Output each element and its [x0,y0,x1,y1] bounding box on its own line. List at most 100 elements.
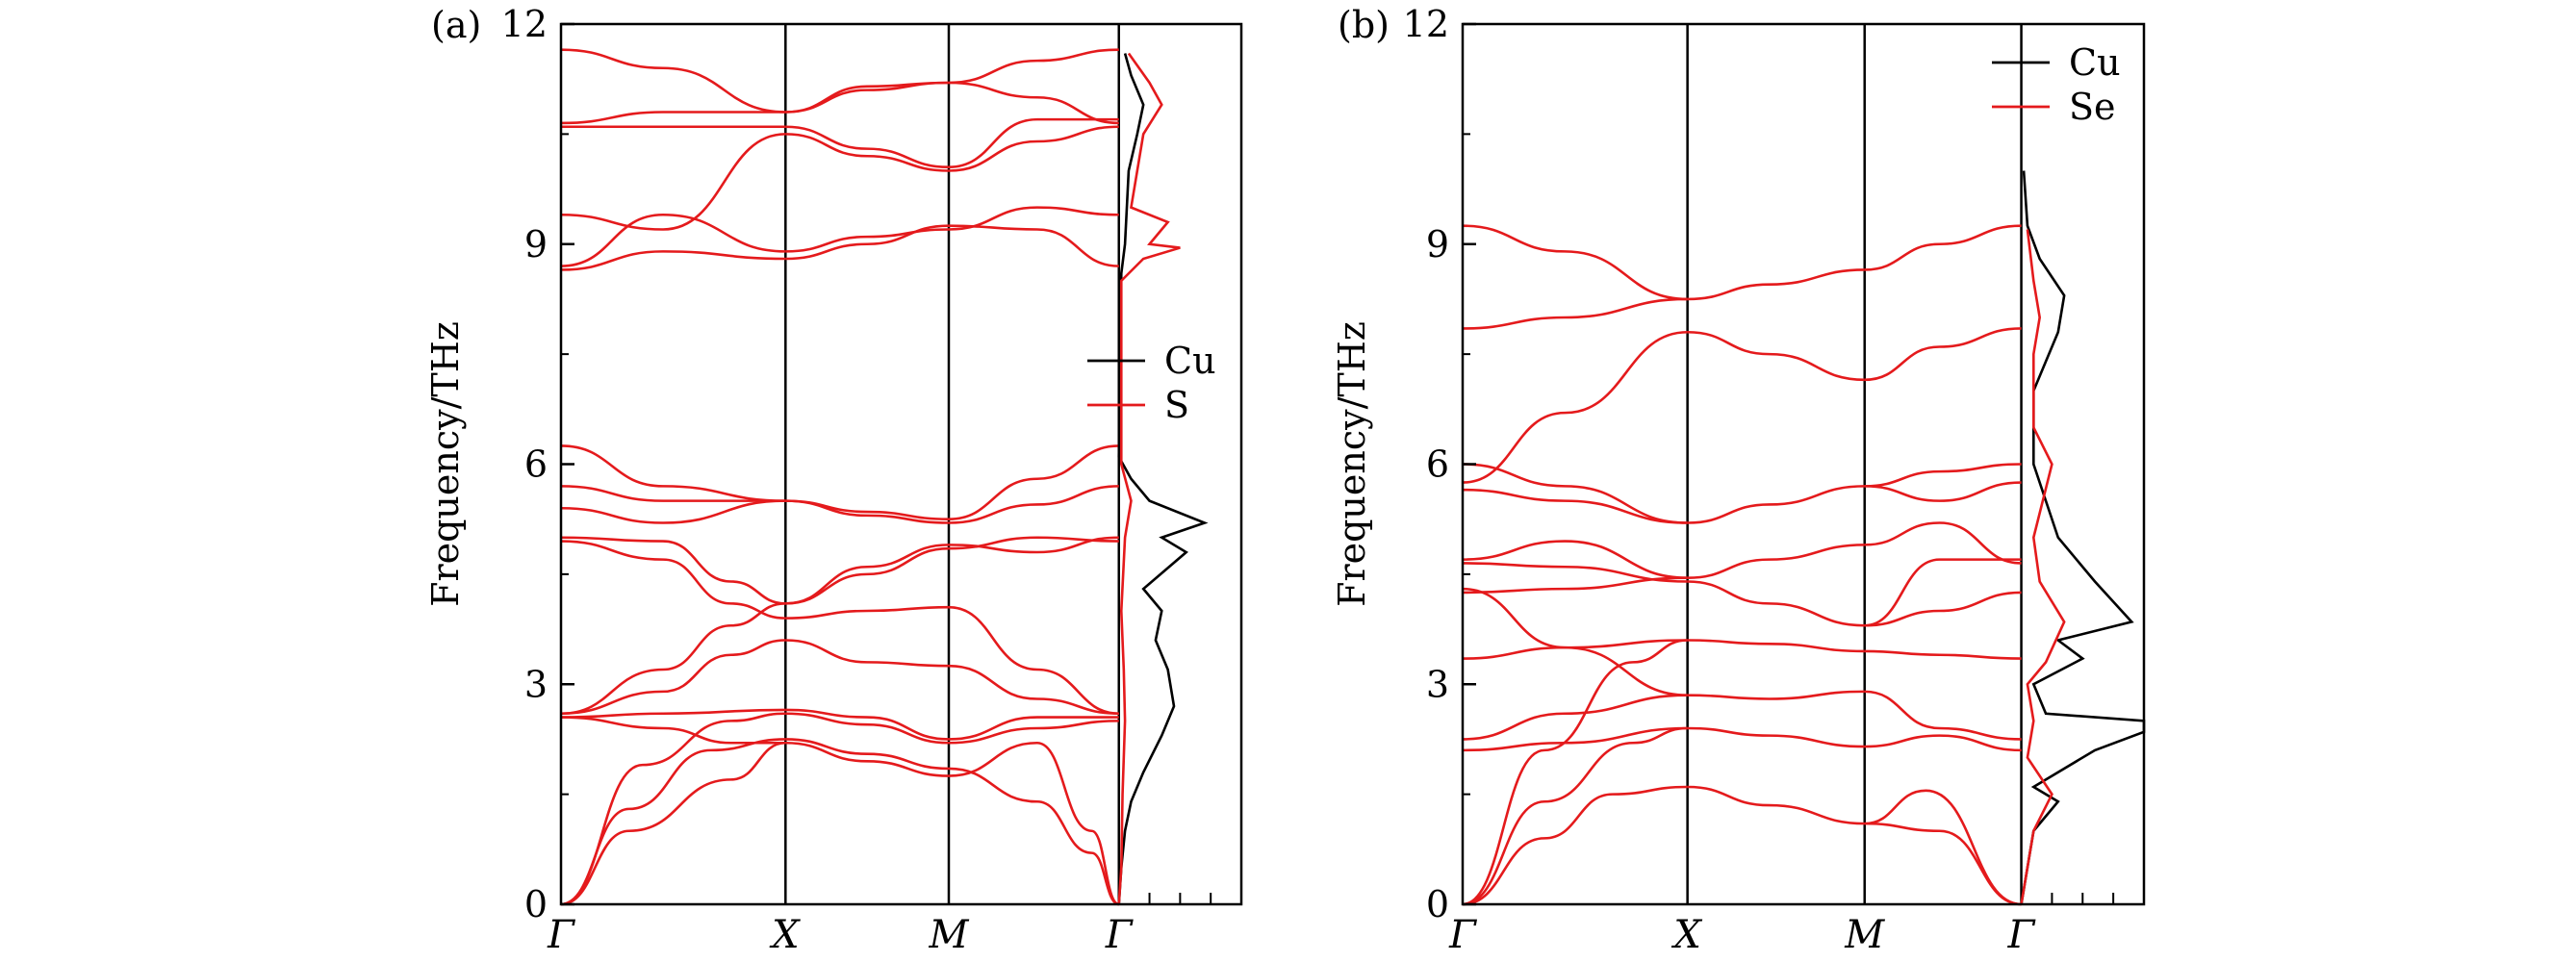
phonon-band-25 [948,716,1119,741]
k-label: Γ [1448,913,1477,957]
phonon-band-33 [1864,463,2022,488]
plot-frame [1461,22,2146,906]
phonon-band-12 [1462,463,1688,524]
phonon-band-43 [785,81,949,114]
y-tick-label: 12 [1403,3,1449,45]
phonon-band-12 [785,741,949,777]
phonon-band-23 [948,767,1120,906]
phonon-band-17 [1687,690,1865,700]
phonon-band-8 [560,536,786,605]
phonon-band-31 [948,444,1119,520]
phonon-band-32 [560,250,786,271]
dos-s-line [1117,52,1181,905]
phonon-band-2 [1462,639,1688,906]
y-tick-label: 3 [524,663,548,705]
phonon-band-24 [948,720,1119,745]
panel-a: 0 3 6 9 12 Γ X M Γ Frequency/THz (a) CuS [424,3,1243,957]
phonon-band-14 [785,712,949,745]
phonon-band-45 [948,206,1119,231]
legend-label-cu: Cu [2069,41,2121,84]
phonon-band-26 [948,664,1119,716]
dos-cu-line [2020,170,2146,905]
phonon-band-36 [560,111,786,125]
k-label: X [1671,913,1702,957]
y-tick-label: 9 [524,223,548,266]
panel-label: (b) [1338,4,1390,46]
phonon-band-1 [1462,726,1688,906]
y-tick-label: 6 [1426,443,1449,486]
phonon-band-33 [560,213,786,267]
phonon-band-47 [948,117,1119,168]
y-tick-label: 12 [501,3,548,45]
phonon-band-9 [560,499,786,524]
phonon-band-18 [785,546,949,605]
legend-label-s: S [1164,384,1189,426]
phonon-band-10 [1462,488,1688,524]
phonon-band-41 [785,125,949,168]
k-label: Γ [2007,913,2036,957]
phonon-band-29 [1864,591,2022,627]
phonon-band-2 [560,712,786,906]
phonon-band-25 [1864,789,2022,906]
phonon-band-10 [560,485,786,502]
phonon-band-44 [948,224,1119,267]
phonon-band-20 [1687,580,1865,627]
phonon-band-30 [1864,558,2022,627]
phonon-band-4 [1462,694,1688,741]
k-label: Γ [1105,913,1134,957]
phonon-band-16 [1687,726,1865,748]
legend-label-cu: Cu [1164,340,1216,382]
phonon-band-11 [560,444,786,502]
phonon-band-28 [1864,649,2022,660]
phonon-band-0 [560,741,786,906]
legend-label-se: Se [2069,86,2116,128]
phonon-band-19 [1687,544,1865,579]
phonon-band-40 [785,133,949,172]
phonon-band-37 [560,48,786,114]
phonon-band-21 [1687,485,1865,524]
phonon-band-6 [560,602,786,716]
phonon-band-9 [1462,540,1688,579]
phonon-band-17 [785,605,949,620]
phonon-band-48 [948,81,1119,125]
phonon-band-27 [948,605,1119,716]
phonon-band-14 [1462,224,1688,301]
y-axis-label: Frequency/THz [1331,321,1373,607]
phonon-band-13 [1462,297,1688,330]
y-tick-label: 9 [1426,223,1449,266]
phonon-band-4 [560,716,786,745]
phonon-band-27 [1864,690,2022,741]
phonon-band-7 [560,540,786,620]
y-tick-label: 0 [1426,883,1449,925]
y-axis-label: Frequency/THz [424,321,467,607]
phonon-band-11 [1462,330,1688,484]
phonon-band-0 [1462,785,1688,906]
phonon-band-31 [1864,521,2022,565]
phonon-band-15 [785,708,949,741]
phonon-band-30 [948,485,1119,524]
phonon-band-29 [948,536,1119,554]
phonon-band-3 [560,708,786,719]
phonon-band-18 [1687,639,1865,653]
phonon-band-1 [560,738,786,906]
phonon-band-3 [1462,726,1688,752]
phonon-band-13 [785,738,949,771]
phonon-band-16 [785,639,949,668]
phonon-band-23 [1687,268,1865,301]
phonon-band-38 [785,224,949,261]
phonon-band-39 [785,228,949,253]
phonon-band-35 [1864,224,2022,271]
dos-cu-line [1117,53,1209,905]
phonon-band-26 [1864,734,2022,752]
y-tick-label: 6 [524,443,548,486]
phonon-band-8 [1462,562,1688,583]
phonon-band-46 [948,125,1119,172]
k-label: X [769,913,801,957]
phonon-band-6 [1462,576,1688,595]
dos-se-line [2020,229,2066,905]
phonon-band-15 [1687,785,1865,825]
phonon-band-19 [785,544,949,605]
y-tick-label: 0 [524,883,548,925]
phonon-band-22 [1687,330,1865,382]
